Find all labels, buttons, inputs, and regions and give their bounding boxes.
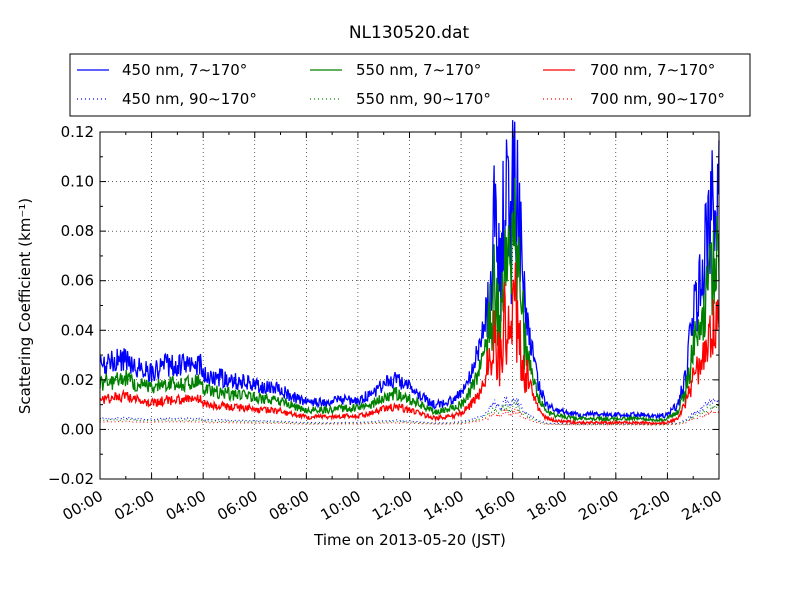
x-axis-label: Time on 2013-05-20 (JST) [313, 531, 506, 549]
legend-label: 550 nm, 90∼170° [356, 90, 491, 108]
series-line [99, 120, 720, 421]
y-tick-label: 0.02 [61, 371, 94, 389]
y-tick-label: 0.06 [61, 272, 94, 290]
y-tick-label: −0.02 [48, 470, 94, 488]
series-layer [99, 120, 720, 426]
x-tick-label: 24:00 [679, 487, 725, 524]
legend-label: 550 nm, 7∼170° [356, 61, 481, 79]
legend-box [69, 53, 751, 117]
legend-label: 700 nm, 90∼170° [590, 90, 725, 108]
x-tick-label: 12:00 [369, 487, 415, 524]
y-tick-label: 0.10 [61, 173, 94, 191]
x-tick-label: 04:00 [163, 487, 209, 524]
x-tick-label: 18:00 [524, 487, 570, 524]
x-tick-label: 14:00 [421, 487, 467, 524]
legend-label: 700 nm, 7∼170° [590, 61, 715, 79]
y-tick-label: 0.12 [61, 123, 94, 141]
x-tick-label: 16:00 [472, 487, 518, 524]
y-tick-label: 0.00 [61, 420, 94, 438]
series-line [99, 408, 720, 426]
x-tick-label: 02:00 [111, 487, 157, 524]
x-tick-label: 06:00 [214, 487, 260, 524]
legend: 450 nm, 7∼170° 550 nm, 7∼170° 700 nm, 7∼17… [69, 53, 751, 117]
y-tick-label: 0.04 [61, 321, 94, 339]
series-line [99, 177, 720, 424]
chart-title: NL130520.dat [349, 23, 470, 43]
legend-label: 450 nm, 90∼170° [122, 90, 257, 108]
series-line [99, 262, 720, 426]
x-tick-label: 22:00 [627, 487, 673, 524]
x-tick-label: 08:00 [266, 487, 312, 524]
y-axis-label: Scattering Coefficient (km⁻¹) [16, 198, 34, 414]
y-tick-label: 0.08 [61, 222, 94, 240]
x-tick-label: 10:00 [317, 487, 363, 524]
x-tick-label: 20:00 [575, 487, 621, 524]
series-line [99, 395, 720, 425]
x-tick-label: 00:00 [60, 487, 106, 524]
legend-label: 450 nm, 7∼170° [122, 61, 247, 79]
